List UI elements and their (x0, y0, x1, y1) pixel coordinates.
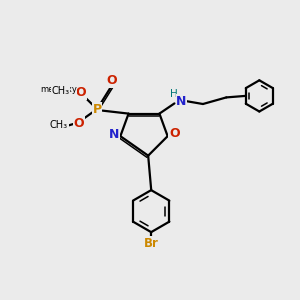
Text: N: N (109, 128, 119, 141)
Text: O: O (169, 127, 179, 140)
Text: O: O (106, 74, 117, 87)
Text: N: N (176, 94, 187, 107)
Text: H: H (170, 89, 178, 99)
Text: Br: Br (144, 237, 159, 250)
Text: CH₃: CH₃ (50, 120, 68, 130)
Text: O: O (75, 86, 86, 99)
Text: P: P (92, 103, 102, 116)
Text: CH₃: CH₃ (51, 85, 70, 95)
Text: methoxy: methoxy (40, 85, 77, 94)
Text: O: O (74, 117, 84, 130)
